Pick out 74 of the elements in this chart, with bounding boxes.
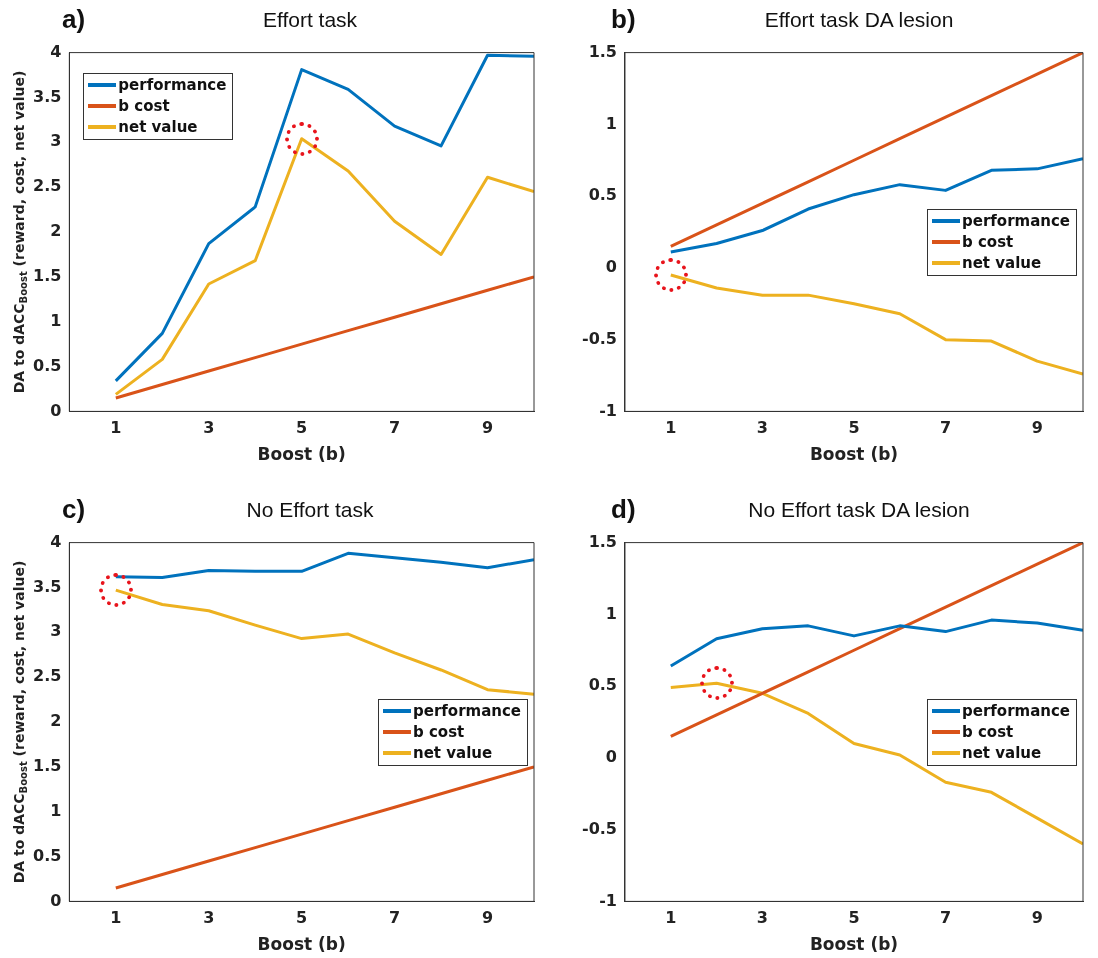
y-tick-label: 1 <box>605 603 617 623</box>
y-tick-label: 1.5 <box>33 266 62 286</box>
y-tick-label: 3 <box>50 621 62 641</box>
x-tick-label: 3 <box>756 908 768 928</box>
x-tick-label: 5 <box>296 418 308 438</box>
y-tick-label: 4 <box>50 41 62 61</box>
legend-label: performance <box>413 702 522 721</box>
x-tick-label: 1 <box>665 908 677 928</box>
text: c) <box>62 494 86 525</box>
text: b) <box>611 4 636 35</box>
y-tick-label: 1 <box>50 310 62 330</box>
y-tick-label: 1 <box>605 113 617 133</box>
x-tick-label: 1 <box>110 418 122 438</box>
x-axis-title: Boost (b) <box>809 934 899 955</box>
legend-label: net value <box>118 118 198 137</box>
x-axis-title: Boost (b) <box>257 934 346 955</box>
y-tick-label: 0 <box>50 890 62 910</box>
y-tick-label: 0.5 <box>33 845 62 865</box>
x-axis-title: Boost (b) <box>809 444 899 465</box>
x-tick-label: 7 <box>389 418 401 438</box>
y-tick-label: 3.5 <box>33 86 62 106</box>
legend-label: b cost <box>118 97 170 116</box>
y-tick-label: 1.5 <box>33 756 62 776</box>
legend-label: performance <box>962 212 1071 231</box>
legend-label: b cost <box>962 233 1014 252</box>
legend-label: net value <box>962 254 1042 273</box>
x-tick-label: 1 <box>665 418 677 438</box>
x-tick-label: 3 <box>203 908 215 928</box>
y-tick-label: 0.5 <box>588 675 617 695</box>
y-tick-label: 2.5 <box>33 666 62 686</box>
legend-label: b cost <box>413 723 465 742</box>
y-tick-label: 2 <box>50 221 62 241</box>
y-tick-label: -1 <box>599 890 617 910</box>
y-tick-label: 0.5 <box>33 355 62 375</box>
x-tick-label: 1 <box>110 908 122 928</box>
y-tick-label: 0.5 <box>588 185 617 205</box>
x-tick-label: 3 <box>203 418 215 438</box>
legend-label: b cost <box>962 723 1014 742</box>
legend-label: net value <box>962 744 1042 763</box>
x-tick-label: 5 <box>848 908 860 928</box>
x-tick-label: 3 <box>756 418 768 438</box>
x-tick-label: 5 <box>296 908 308 928</box>
legend-label: performance <box>962 702 1071 721</box>
y-tick-label: 2 <box>50 711 62 731</box>
x-tick-label: 7 <box>940 418 952 438</box>
y-tick-label: 4 <box>50 531 62 551</box>
chart-title: Effort task DA lesion <box>763 8 955 32</box>
x-tick-label: 7 <box>389 908 401 928</box>
y-tick-label: -1 <box>599 400 617 420</box>
y-tick-label: -0.5 <box>582 818 617 838</box>
text: d) <box>611 494 636 525</box>
chart-title: No Effort task <box>245 498 375 522</box>
x-tick-label: 5 <box>848 418 860 438</box>
x-axis-title: Boost (b) <box>257 444 346 465</box>
y-tick-label: 1.5 <box>588 41 617 61</box>
y-tick-label: 0 <box>605 747 617 767</box>
y-tick-label: -0.5 <box>582 328 617 348</box>
legend-label: net value <box>413 744 493 763</box>
y-tick-label: 3 <box>50 131 62 151</box>
y-tick-label: 1 <box>50 800 62 820</box>
legend-label: performance <box>118 76 227 95</box>
text: a) <box>62 4 86 35</box>
y-tick-label: 2.5 <box>33 176 62 196</box>
y-tick-label: 3.5 <box>33 576 62 596</box>
x-tick-label: 9 <box>1031 908 1043 928</box>
y-tick-label: 1.5 <box>588 531 617 551</box>
x-tick-label: 9 <box>1031 418 1043 438</box>
x-tick-label: 9 <box>481 908 494 928</box>
y-tick-label: 0 <box>605 257 617 277</box>
chart-title: Effort task <box>261 8 359 32</box>
y-tick-label: 0 <box>50 400 62 420</box>
chart-title: No Effort task DA lesion <box>747 498 971 522</box>
x-tick-label: 7 <box>940 908 952 928</box>
x-tick-label: 9 <box>481 418 494 438</box>
